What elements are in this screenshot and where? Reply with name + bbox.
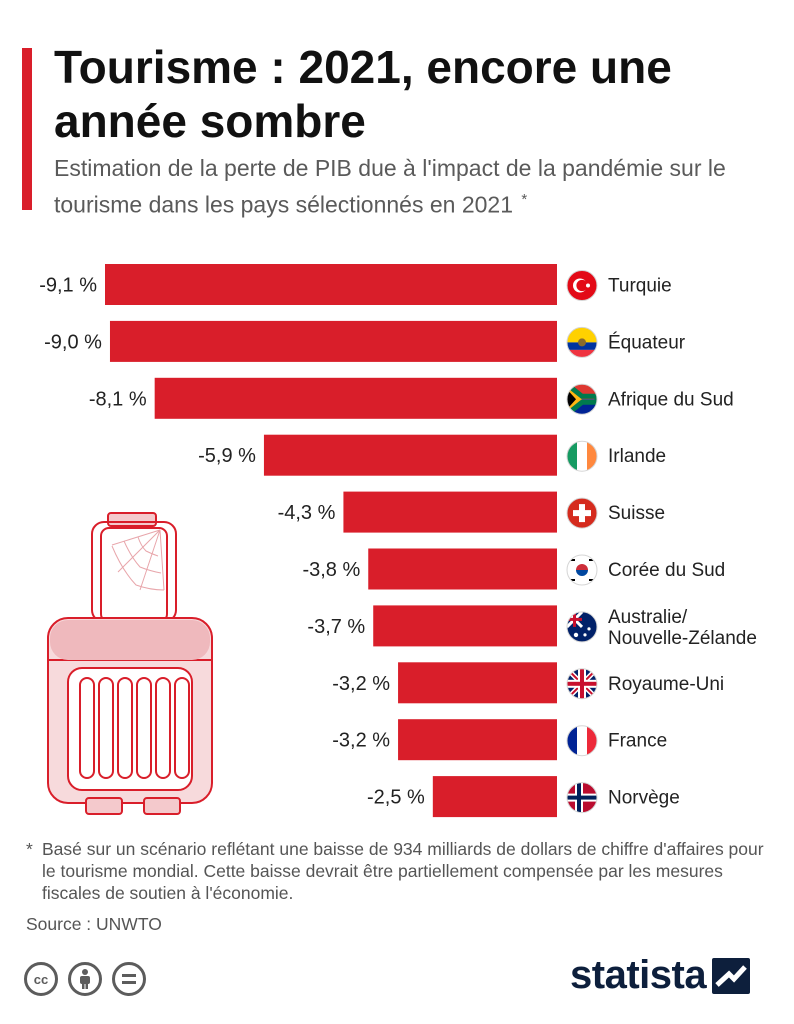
category-label: Turquie [608,276,672,297]
source-text: Source : UNWTO [26,914,162,934]
bar [343,491,557,533]
bar-value-label: -5,9 % [198,445,256,467]
brand-name: statista [570,953,707,997]
statista-mark-icon [712,957,751,994]
bar-value-label: -2,5 % [367,787,425,809]
subtitle-text: Estimation de la perte de PIB due à l'im… [54,155,726,218]
bar [154,377,557,419]
bar-chart: -9,1 % Turquie -9,0 % Équateur -8,1 % Afrique… [39,264,757,818]
footnote-text: Basé sur un scénario reflétant une baiss… [42,839,764,903]
bar [398,719,557,761]
subtitle-footnote-mark: * [521,191,528,208]
page-subtitle: Estimation de la perte de PIB due à l'im… [54,152,784,221]
footnote: * Basé sur un scénario reflétant une bais… [26,838,776,904]
title-accent-bar [22,48,32,210]
bars-layer: -9,1 % Turquie -9,0 % Équateur -8,1 % Afrique… [39,264,757,818]
category-label: Royaume-Uni [608,674,724,695]
statista-logo[interactable]: statista [570,953,751,998]
suitcase-with-cobweb-icon [47,512,213,815]
category-label: Corée du Sud [608,560,725,581]
bar-value-label: -3,2 % [332,673,390,695]
south-korea-flag-icon [566,554,598,586]
bar [368,548,557,590]
cc-icon[interactable]: cc [24,962,58,996]
norway-flag-icon [566,782,598,814]
france-flag-icon [566,725,598,757]
ireland-flag-icon [566,440,598,472]
category-label: Australie/Nouvelle-Zélande [608,607,757,649]
switzerland-flag-icon [566,497,598,529]
united-kingdom-flag-icon [566,668,598,700]
bar-value-label: -9,1 % [39,275,97,297]
bar-value-label: -3,2 % [332,730,390,752]
bar-value-label: -8,1 % [89,388,147,410]
bar-value-label: -4,3 % [278,502,336,524]
category-label: Irlande [608,446,666,467]
license-icons: cc [24,962,146,996]
bar [109,320,557,362]
category-label: Équateur [608,332,686,353]
page-title: Tourisme : 2021, encore une année sombre [54,41,672,147]
no-derivatives-icon[interactable] [112,962,146,996]
category-label: Suisse [608,503,665,524]
footnote-mark: * [26,839,33,859]
south-africa-flag-icon [566,383,598,415]
turkey-flag-icon [566,270,598,301]
bar [398,662,557,704]
category-label: Afrique du Sud [608,389,734,410]
bar-value-label: -9,0 % [44,331,102,353]
australia-flag-icon [566,611,598,643]
bar [105,264,557,305]
ecuador-flag-icon [566,326,598,358]
category-label: France [608,731,667,752]
category-label: Norvège [608,788,680,809]
bar-value-label: -3,7 % [307,616,365,638]
bar [432,776,557,818]
bar [373,605,557,647]
bar [263,434,557,476]
attribution-icon[interactable] [68,962,102,996]
bar-value-label: -3,8 % [302,559,360,581]
